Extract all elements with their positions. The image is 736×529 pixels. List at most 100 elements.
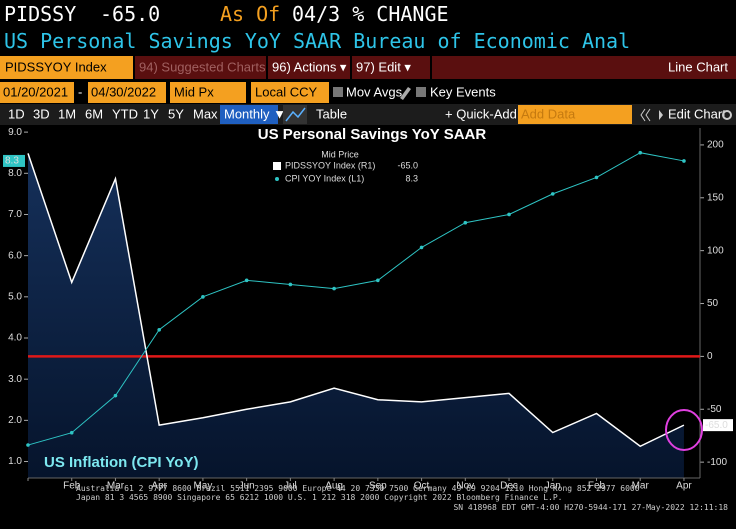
- table-button[interactable]: Table: [316, 106, 347, 121]
- frequency[interactable]: Monthly ▼: [224, 106, 286, 121]
- suggested-button[interactable]: 94) Suggested Charts: [139, 59, 266, 74]
- point: [288, 282, 293, 287]
- x-tick-label: Mar: [107, 481, 125, 492]
- y2-tick-label: 0: [707, 351, 713, 362]
- chart-title: US Personal Savings YoY SAAR: [258, 126, 487, 143]
- chart-icon: [285, 107, 306, 122]
- input[interactable]: [251, 82, 329, 103]
- point: [244, 278, 249, 283]
- annotation: US Inflation (CPI YoY): [44, 454, 198, 471]
- y-tick-label: 5.0: [8, 291, 22, 302]
- security[interactable]: PIDSSYOY Index: [5, 59, 107, 74]
- legend-value: -65.0: [397, 160, 418, 170]
- actions-button[interactable]: 96) Actions ▾: [272, 59, 347, 74]
- range-button[interactable]: 1Y: [143, 106, 159, 121]
- input[interactable]: [518, 105, 632, 124]
- button[interactable]: [268, 56, 350, 79]
- point: [201, 295, 205, 299]
- y-tick-label: 6.0: [8, 250, 22, 261]
- currency[interactable]: Local CCY: [255, 84, 317, 99]
- quick-add[interactable]: + Quick-Add ▾: [445, 106, 528, 121]
- frequency-box[interactable]: [220, 105, 278, 124]
- edit-button[interactable]: 97) Edit ▾: [356, 59, 411, 74]
- range-button[interactable]: 1M: [58, 106, 76, 121]
- gear-icon[interactable]: [722, 110, 732, 120]
- legend-label: CPI YOY Index (L1): [285, 173, 364, 183]
- point: [419, 245, 424, 250]
- end-date[interactable]: 04/30/2022: [91, 84, 156, 99]
- range-button[interactable]: 1D: [8, 106, 25, 121]
- highlight-circle: [665, 409, 703, 451]
- y2-tick-label: -100: [707, 457, 727, 468]
- point: [26, 443, 30, 447]
- y2-tick-label: 50: [707, 298, 719, 309]
- key-events[interactable]: Key Events: [430, 84, 496, 99]
- legend-value: 8.3: [405, 173, 418, 183]
- x-tick-label: May: [193, 481, 212, 492]
- range-button[interactable]: 5Y: [168, 106, 184, 121]
- point: [157, 327, 161, 332]
- input[interactable]: [0, 82, 74, 103]
- area: [28, 153, 684, 479]
- x-tick-label: Feb: [63, 481, 81, 492]
- last-value-box: [3, 154, 25, 167]
- last-value-label: 8.3: [5, 156, 19, 167]
- footer-line: SN 418968 EDT GMT-4:00 H270-5944-171 27-…: [453, 503, 728, 512]
- x-tick-label: Jul: [284, 481, 297, 492]
- y2-tick-label: 200: [707, 140, 724, 151]
- series-line: [27, 152, 685, 446]
- start-date[interactable]: 01/20/2021: [3, 84, 68, 99]
- arrow-icon[interactable]: [659, 110, 663, 120]
- y-tick-label: 9.0: [8, 127, 22, 138]
- price-field[interactable]: Mid Px: [174, 84, 214, 99]
- footer-line: Australia 61 2 9777 8600 Brazil 5511 239…: [76, 484, 640, 493]
- checkbox[interactable]: [333, 87, 343, 97]
- edit-chart[interactable]: Edit Chart: [668, 106, 726, 121]
- point: [550, 192, 555, 196]
- legend-swatch: [275, 177, 279, 181]
- y2-tick-label: 150: [707, 192, 724, 203]
- legend-swatch: [273, 162, 281, 170]
- range-button[interactable]: Max: [193, 106, 218, 121]
- point: [332, 286, 336, 291]
- series-line: [27, 153, 685, 448]
- last-value-box: [703, 419, 733, 432]
- x-tick-label: Apr: [676, 481, 692, 492]
- collapse-icon[interactable]: [640, 108, 651, 122]
- description: US Personal Savings YoY SAAR Bureau of E…: [4, 29, 630, 53]
- range-button[interactable]: 6M: [85, 106, 103, 121]
- chart-kind[interactable]: Line Chart: [668, 59, 728, 74]
- x-tick-label: Feb: [588, 481, 606, 492]
- checkbox[interactable]: [416, 87, 426, 97]
- input[interactable]: [170, 82, 246, 103]
- x-tick-label: Sep: [369, 481, 387, 492]
- x-tick-label: Oct: [414, 481, 430, 492]
- add-data[interactable]: Add Data: [521, 106, 576, 121]
- as-of-label: As Of: [220, 2, 280, 26]
- y-tick-label: 1.0: [8, 456, 22, 467]
- legend-title: Mid Price: [321, 149, 359, 159]
- y2-tick-label: 100: [707, 245, 724, 256]
- point: [69, 430, 74, 435]
- legend-label: PIDSSYOY Index (R1): [285, 160, 375, 170]
- price: -65.0: [100, 2, 160, 26]
- button[interactable]: [135, 56, 266, 79]
- point: [376, 278, 380, 283]
- x-tick-label: Apr: [151, 481, 167, 492]
- pencil-icon[interactable]: [400, 87, 411, 100]
- security-box[interactable]: [0, 56, 133, 79]
- point: [638, 150, 643, 155]
- mov-avgs[interactable]: Mov Avgs: [346, 84, 403, 99]
- ticker: PIDSSY: [4, 2, 76, 26]
- y-tick-label: 8.0: [8, 168, 22, 179]
- range-button[interactable]: YTD: [112, 106, 138, 121]
- point: [594, 175, 599, 180]
- button[interactable]: [352, 56, 430, 79]
- last-value-label: -65.0: [705, 420, 728, 431]
- y-tick-label: 4.0: [8, 333, 22, 344]
- y-tick-label: 3.0: [8, 374, 22, 385]
- input[interactable]: [88, 82, 166, 103]
- date-dash: -: [78, 84, 82, 99]
- range-button[interactable]: 3D: [33, 106, 50, 121]
